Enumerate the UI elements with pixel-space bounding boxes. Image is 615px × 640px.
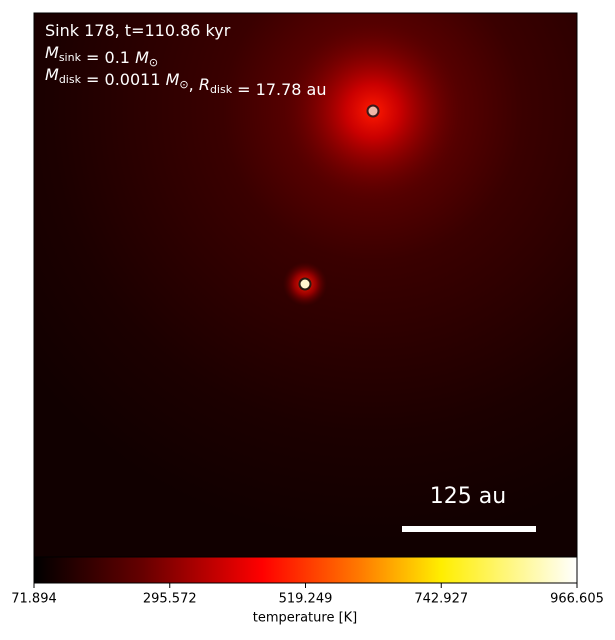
annotation: Msink = 0.1 M⊙ bbox=[45, 43, 158, 70]
annotation: Mdisk = 0.0011 M⊙, Rdisk = 17.78 au bbox=[45, 65, 327, 99]
sink bbox=[366, 104, 380, 118]
text: = 0.1 bbox=[81, 48, 135, 67]
colorbar bbox=[33, 556, 578, 584]
symbol: M bbox=[45, 43, 59, 62]
subscript: ⊙ bbox=[149, 56, 158, 69]
text: = 0.0011 bbox=[81, 70, 166, 89]
scale-bar-label: 125 au bbox=[430, 484, 506, 509]
scale-bar bbox=[402, 526, 536, 532]
colorbar-axis: 71.894 295.572 519.249 742.927 966.605 bbox=[11, 583, 604, 607]
symbol: M bbox=[135, 48, 149, 67]
text: = 17.78 au bbox=[232, 80, 326, 99]
subscript: disk bbox=[59, 73, 82, 86]
tick-label: 295.572 bbox=[143, 592, 197, 607]
tick-label: 742.927 bbox=[414, 592, 468, 607]
tick-label: 71.894 bbox=[11, 592, 57, 607]
text: Sink 178, t=110.86 kyr bbox=[45, 21, 231, 40]
annotation: Sink 178, t=110.86 kyr bbox=[45, 21, 231, 40]
colorbar-label: temperature [K] bbox=[253, 611, 358, 626]
symbol: M bbox=[166, 70, 180, 89]
symbol: M bbox=[45, 65, 59, 84]
text: , bbox=[189, 75, 199, 94]
subscript: sink bbox=[59, 51, 82, 64]
tick-label: 519.249 bbox=[279, 592, 333, 607]
subscript: ⊙ bbox=[179, 78, 188, 91]
sink bbox=[298, 277, 312, 291]
tick-label: 966.605 bbox=[550, 592, 604, 607]
symbol: R bbox=[199, 75, 210, 94]
subscript: disk bbox=[210, 83, 233, 96]
map bbox=[33, 12, 578, 558]
